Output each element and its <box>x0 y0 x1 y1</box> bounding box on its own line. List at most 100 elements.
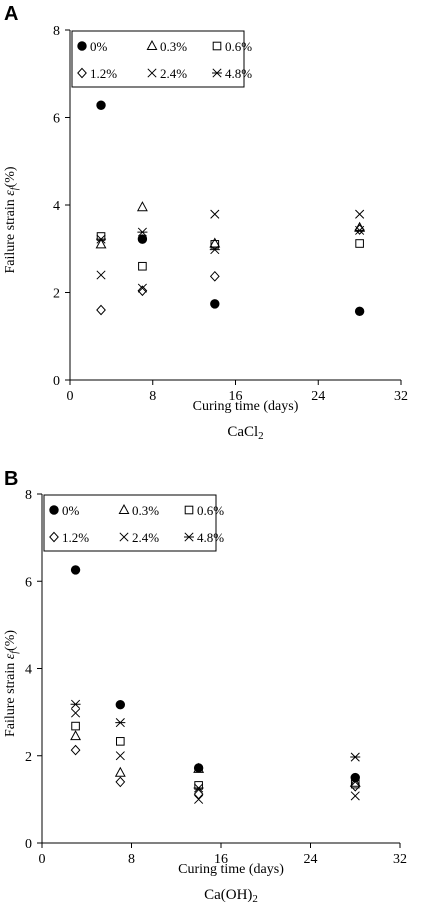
series-diamond <box>70 744 361 800</box>
series-diamond <box>96 224 365 316</box>
data-point <box>210 240 220 249</box>
data-point <box>96 234 107 244</box>
data-point <box>354 306 365 317</box>
legend-entry-label: 4.8% <box>225 66 252 81</box>
legend-marker-filled-circle <box>49 505 59 515</box>
data-point <box>95 238 107 249</box>
data-point <box>115 700 126 710</box>
legend-marker-triangle <box>146 39 158 50</box>
y-axis-label-symbol: ε <box>3 190 18 196</box>
legend-marker-triangle <box>118 503 130 514</box>
data-point <box>96 270 106 280</box>
y-axis-label-text: Failure strain <box>3 659 18 737</box>
x-tick-label: 16 <box>214 852 228 867</box>
y-tick-label: 0 <box>53 374 60 389</box>
series-triangle <box>95 201 366 249</box>
data-point <box>138 261 147 271</box>
y-tick-label: 8 <box>53 24 60 39</box>
series-cross <box>71 708 360 804</box>
panel-caption: CaCl2 <box>227 424 263 442</box>
legend: 0% 0.3% 0.6% 1.2% 2.4% 4.8% <box>71 30 252 88</box>
x-tick-label: 0 <box>67 389 74 404</box>
data-point <box>70 699 81 709</box>
data-point <box>137 283 147 293</box>
data-point <box>136 201 148 212</box>
y-axis-label-text: Failure strain <box>3 196 18 274</box>
data-point <box>137 234 148 244</box>
data-point <box>209 270 220 282</box>
legend-marker-cross <box>147 68 157 78</box>
x-tick-label: 16 <box>229 389 243 404</box>
panel-caption-subscript: 2 <box>252 893 258 905</box>
data-point <box>194 794 204 804</box>
data-point <box>116 737 125 746</box>
y-tick-label: 8 <box>25 488 32 503</box>
data-point <box>70 730 82 741</box>
data-point <box>96 304 106 316</box>
x-tick-label: 24 <box>311 389 325 404</box>
legend-box <box>43 494 217 552</box>
legend-marker-diamond <box>77 67 87 79</box>
data-point <box>209 237 221 248</box>
y-tick-label: 2 <box>25 750 32 765</box>
data-point <box>349 776 361 787</box>
data-point <box>210 209 220 219</box>
y-tick-label: 4 <box>25 663 32 678</box>
data-point <box>350 791 360 801</box>
series-cross <box>96 209 365 293</box>
y-axis-label-unit: (%) <box>3 166 18 187</box>
x-tick-label: 32 <box>393 852 407 867</box>
panel-caption: Ca(OH)2 <box>204 887 258 905</box>
data-point <box>115 751 125 761</box>
data-point <box>70 565 81 575</box>
data-point <box>71 708 81 718</box>
y-tick-label: 0 <box>25 837 32 852</box>
data-point <box>193 783 204 793</box>
x-axis-label: Curing time (days) <box>193 399 299 414</box>
y-axis-label-subscript: f <box>9 650 20 654</box>
x-tick-label: 32 <box>394 389 408 404</box>
legend-entry-label: 1.2% <box>90 66 117 81</box>
data-point <box>71 721 80 731</box>
y-tick-label: 4 <box>53 199 60 214</box>
y-axis-label-subscript: f <box>9 186 20 190</box>
y-axis-label: Failure strain εf(%) <box>3 630 20 737</box>
legend-entry-label: 0% <box>62 503 80 518</box>
panel-label: A <box>4 3 18 25</box>
legend-marker-square <box>212 41 222 51</box>
data-point <box>209 245 220 255</box>
data-point <box>137 285 148 297</box>
y-axis-label-unit: (%) <box>3 630 18 651</box>
y-tick-label: 2 <box>53 287 60 302</box>
x-tick-label: 8 <box>128 852 135 867</box>
data-point <box>70 744 81 756</box>
data-point <box>210 299 220 309</box>
legend-entry-label: 4.8% <box>197 530 224 545</box>
data-point <box>350 752 361 762</box>
panel-label: B <box>4 468 18 490</box>
legend-marker-square <box>184 505 194 515</box>
x-tick-label: 24 <box>304 852 318 867</box>
x-tick-label: 0 <box>39 852 46 867</box>
y-axis-label-symbol: ε <box>3 653 18 659</box>
data-point <box>355 239 364 248</box>
legend-marker-asterisk <box>212 68 222 78</box>
legend-entry-label: 0.6% <box>197 503 224 518</box>
series-square <box>71 721 360 790</box>
data-point <box>96 100 106 110</box>
data-point <box>355 209 365 219</box>
data-point <box>137 227 148 237</box>
legend: 0% 0.3% 0.6% 1.2% 2.4% 4.8% <box>43 494 224 552</box>
legend-marker-filled-circle <box>77 41 87 51</box>
data-point <box>115 776 126 788</box>
series-asterisk <box>70 699 361 793</box>
data-point <box>193 763 204 773</box>
series-filled-circle <box>96 100 365 317</box>
data-point <box>350 779 360 789</box>
legend-marker-cross <box>119 532 129 542</box>
y-tick-label: 6 <box>53 112 60 127</box>
legend-entry-label: 0.6% <box>225 39 252 54</box>
